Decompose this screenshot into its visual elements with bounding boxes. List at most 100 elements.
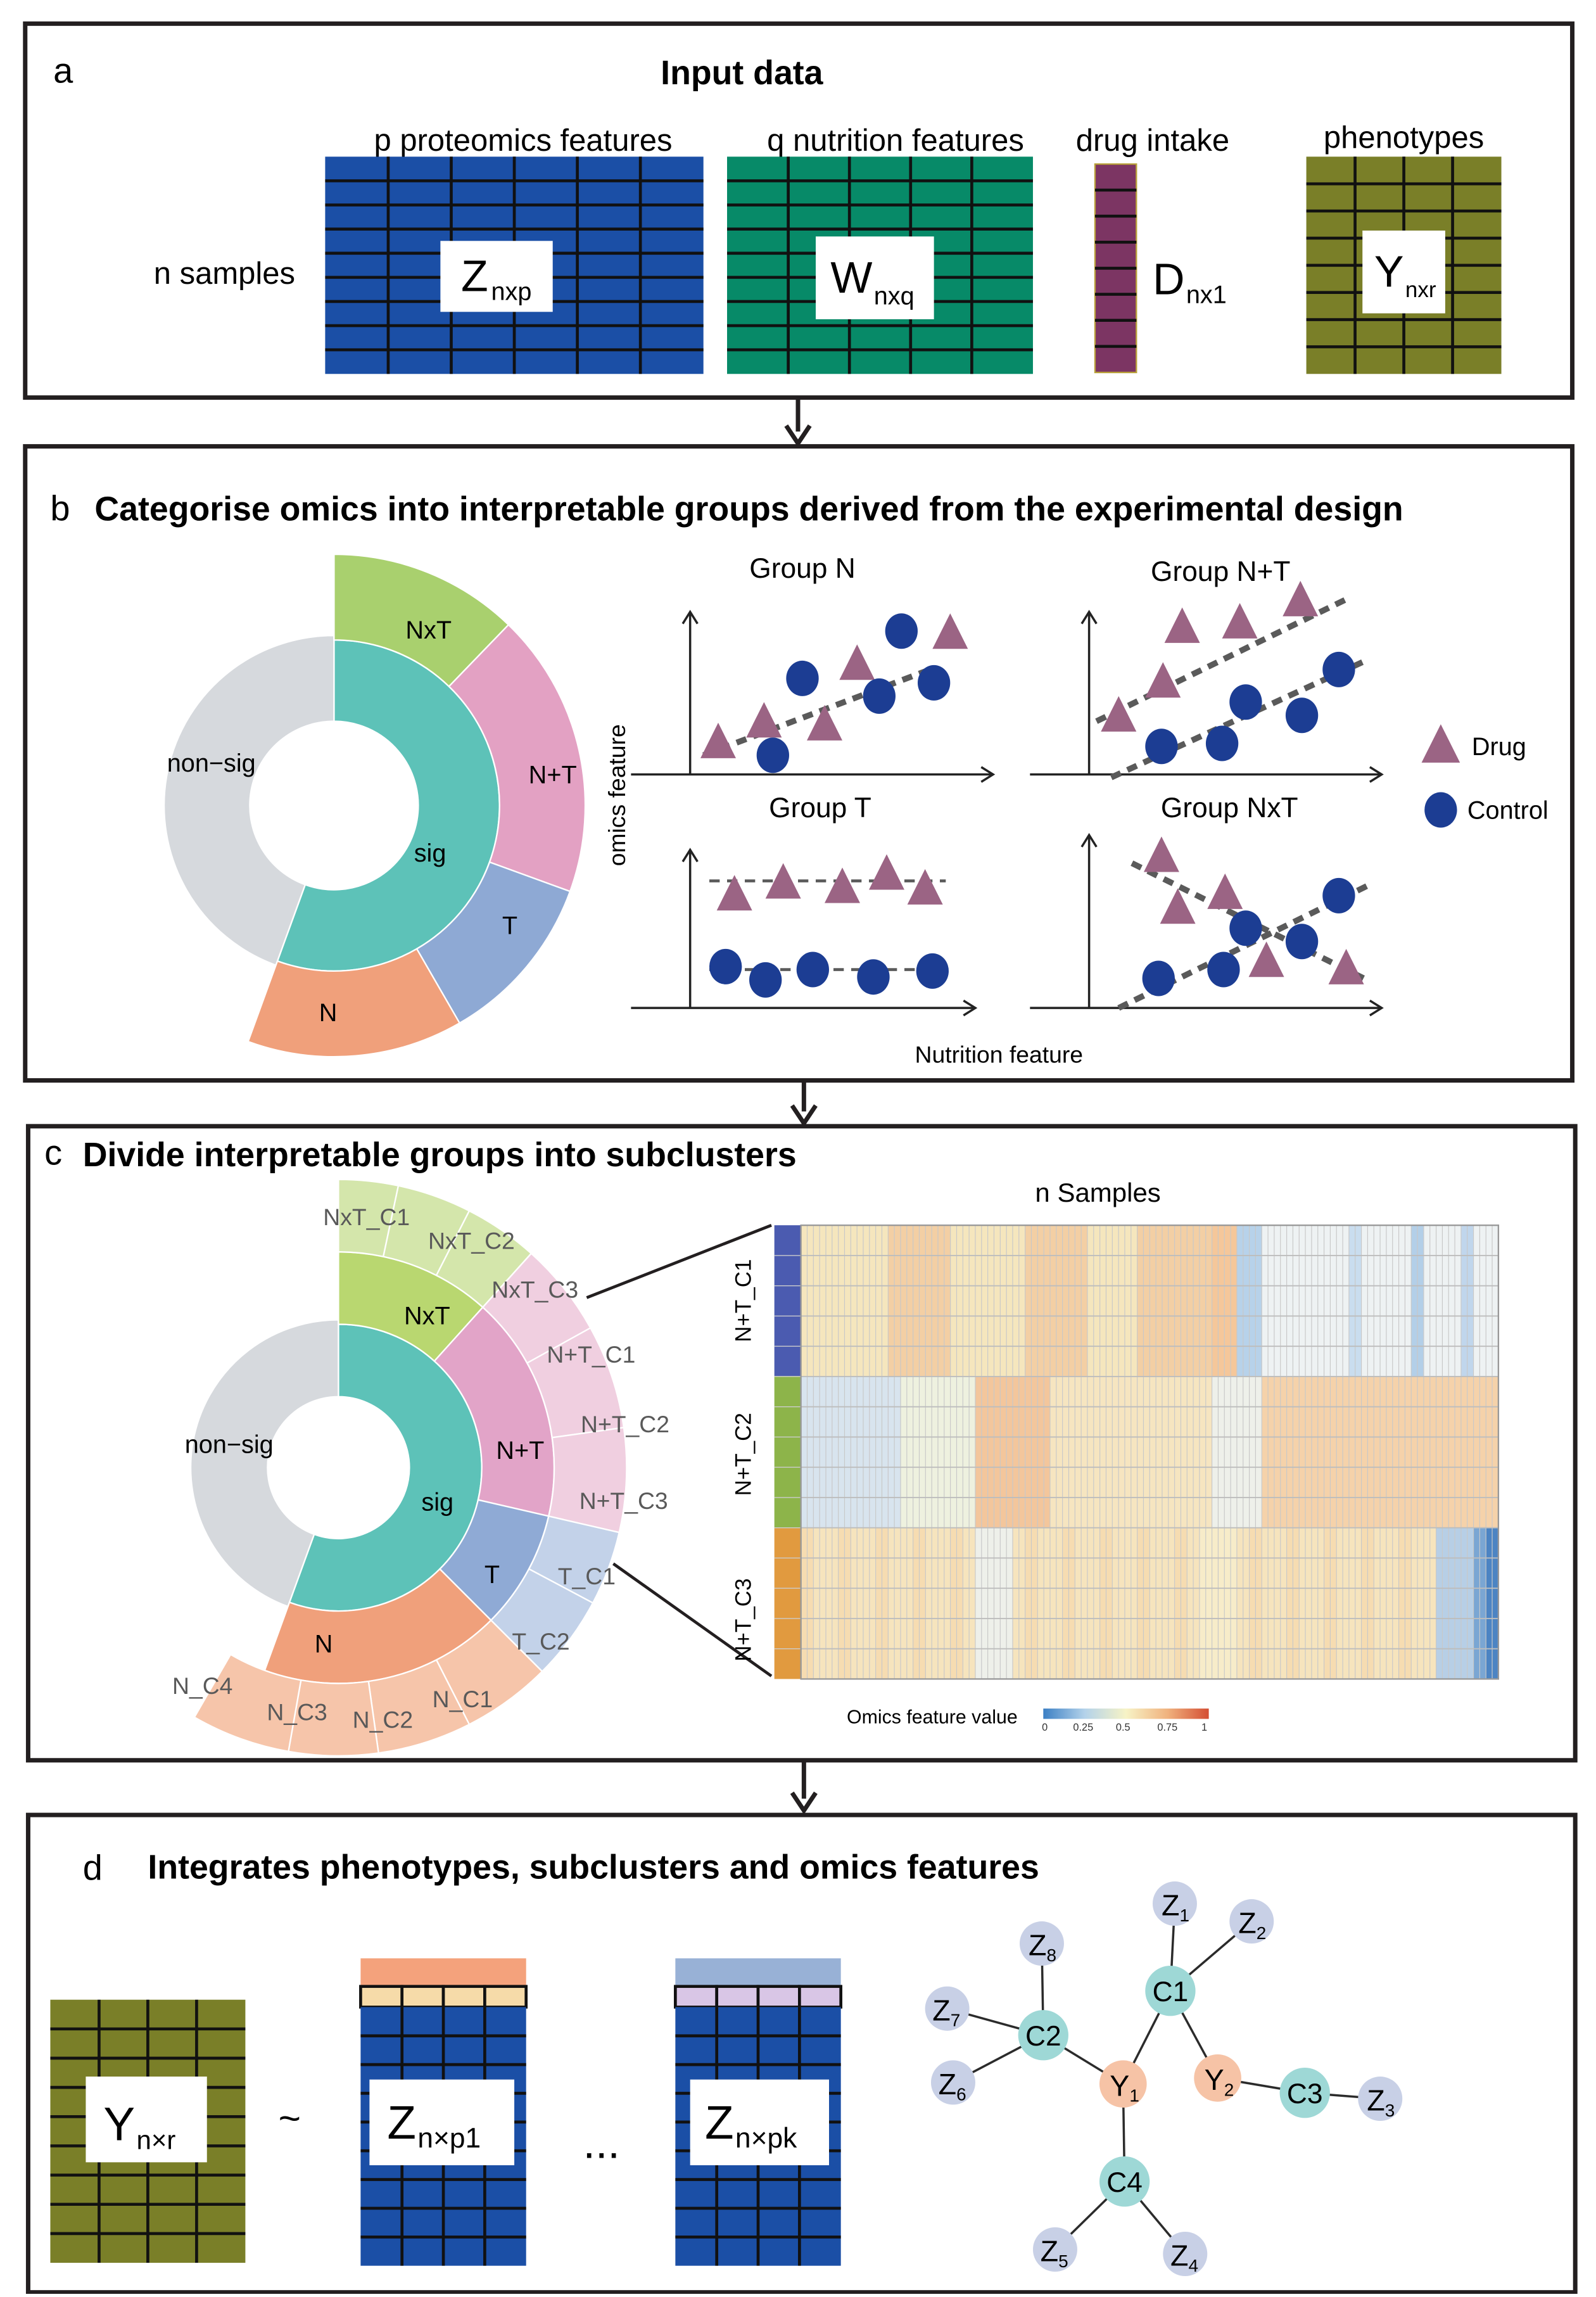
group-n-control — [863, 678, 896, 714]
group-n-title: Group N — [749, 553, 855, 584]
sun-b-n — [247, 948, 461, 1058]
colorbar-tick-1: 1 — [1201, 1722, 1207, 1733]
sun-c-label-npt-c2: N+T_C2 — [581, 1411, 669, 1437]
legend-drug-marker — [1421, 724, 1460, 763]
group-n-control — [917, 665, 951, 701]
svg-text:Z7: Z7 — [932, 1994, 960, 2030]
plot-n-y-arrow — [681, 609, 699, 625]
group-npt-drug — [1222, 602, 1258, 639]
arrow-c-to-d — [790, 1760, 818, 1815]
heatmap-row-label-3: N+T_C3 — [731, 1578, 756, 1661]
stripZk-cell — [756, 1985, 801, 2009]
heatmap-annotation-c3 — [774, 1528, 801, 1679]
sun-c-label-nxt-c2: NxT_C2 — [428, 1227, 515, 1254]
panel-d-letter: d — [83, 1848, 103, 1888]
sun-c-label-n-c4: N_C4 — [172, 1672, 232, 1699]
group-n-drug — [806, 704, 842, 741]
panel-b-letter: b — [50, 488, 70, 528]
sun-b-nonsig — [163, 635, 335, 967]
sun-c-label-n: N — [315, 1630, 333, 1658]
stripZk-cell — [798, 1985, 842, 2009]
sun-c-label-nxt-c3: NxT_C3 — [491, 1276, 578, 1302]
sun-b-label-sig: sig — [414, 839, 446, 867]
group-npt-control-trend — [1110, 659, 1364, 780]
node-z3: Z3 — [1358, 2077, 1403, 2122]
proteomics-label-box — [440, 241, 553, 312]
panel-b-frame — [23, 444, 1575, 1083]
phenotype-d-label-box — [86, 2077, 207, 2163]
svg-text:C1: C1 — [1153, 1976, 1189, 2007]
sun-b-label-nxt: NxT — [405, 616, 452, 644]
sun-c-label-n-c3: N_C3 — [267, 1699, 327, 1726]
stripZ1-cell — [400, 1985, 445, 2009]
panel-c-letter: c — [44, 1132, 62, 1172]
svg-text:Z8: Z8 — [1029, 1929, 1056, 1965]
node-c2: C2 — [1018, 2010, 1068, 2061]
heatmap — [774, 1224, 1500, 1680]
svg-text:Z6: Z6 — [939, 2068, 966, 2104]
sun-c-n-c4 — [193, 1653, 302, 1753]
svg-text:Z5: Z5 — [1041, 2235, 1068, 2271]
node-y2: Y2 — [1194, 2054, 1241, 2102]
sun-c-label-nonsig: non−sig — [185, 1430, 274, 1458]
panel-d-title: Integrates phenotypes, subclusters and o… — [148, 1848, 1039, 1886]
heatmap-border — [800, 1224, 1500, 1680]
sun-c-label-n-c1: N_C1 — [433, 1686, 493, 1712]
group-n-drug — [932, 613, 968, 649]
node-z2: Z2 — [1229, 1899, 1274, 1944]
sun-c-label-npt-c3: N+T_C3 — [580, 1487, 668, 1514]
panel-a-title: Input data — [661, 54, 823, 92]
stripZ1-cell — [483, 1985, 528, 2009]
legend-control-marker — [1424, 792, 1457, 828]
z1-cluster-bar — [360, 1958, 526, 1988]
panel-c: c Divide interpretable groups into subcl… — [25, 1124, 1578, 1763]
group-npt-control — [1322, 651, 1355, 687]
group-npt-control — [1229, 684, 1262, 720]
colorbar-title: Omics feature value — [847, 1707, 1018, 1728]
network-nodes: Z1 Z2 Z8 Z7 Z6 Z3 Z5 Z4 C1 C2 C3 C4 Y1 Y… — [925, 1881, 1403, 2277]
group-npt-control — [1145, 729, 1178, 765]
stripZ1-cell — [441, 1985, 486, 2009]
sun-c-nonsig — [189, 1319, 339, 1608]
svg-text:Z3: Z3 — [1367, 2084, 1395, 2120]
plot-n-x-arrow — [980, 766, 996, 783]
drug-intake-vector — [1094, 163, 1137, 374]
sun-c-label-nxt: NxT — [404, 1302, 450, 1330]
heatmap-annotation-c1 — [774, 1225, 801, 1377]
sun-b-label-npt: N+T — [529, 761, 577, 789]
colorbar-tick-025: 0.25 — [1073, 1722, 1093, 1733]
plot-t-x-arrow — [963, 1000, 978, 1017]
group-nxt-drug — [1328, 948, 1364, 984]
node-y1: Y1 — [1099, 2060, 1147, 2108]
proteomics-header: p proteomics features — [374, 124, 673, 158]
group-t-control — [916, 953, 949, 989]
nutrition-label-box — [815, 236, 934, 319]
plot-nxt-x-arrow — [1369, 1000, 1384, 1017]
panel-b: b Categorise omics into interpretable gr… — [23, 444, 1575, 1083]
colorbar-tick-075: 0.75 — [1157, 1722, 1177, 1733]
sun-c-label-t-c1: T_C1 — [558, 1563, 616, 1589]
heatmap-annotation-c2 — [774, 1376, 801, 1529]
group-t-control — [857, 959, 890, 995]
group-scatter-plots — [631, 580, 1384, 1017]
colorbar-tick-0: 0 — [1042, 1722, 1048, 1733]
zoom-line-bottom — [612, 1562, 773, 1677]
z1-label-box — [369, 2079, 515, 2166]
stripZ1-cell — [359, 1985, 404, 2009]
group-n-drug — [839, 644, 875, 680]
svg-text:Y1: Y1 — [1110, 2069, 1139, 2105]
group-t-drug — [868, 854, 904, 890]
sun-b-label-nonsig: non−sig — [167, 749, 256, 777]
omics-feature-axis-label: omics feature — [604, 724, 630, 866]
svg-text:Z1: Z1 — [1162, 1889, 1189, 1925]
svg-text:Y2: Y2 — [1205, 2063, 1234, 2099]
sun-c-label-nxt-c1: NxT_C1 — [323, 1204, 410, 1230]
sun-c-label-t: T — [484, 1561, 500, 1589]
tilde-symbol: ~ — [279, 2096, 301, 2139]
plot-npt-y-arrow — [1080, 609, 1098, 625]
node-z7: Z7 — [925, 1986, 970, 2031]
panel-a: a Input data n samples p proteomics feat… — [23, 21, 1575, 400]
